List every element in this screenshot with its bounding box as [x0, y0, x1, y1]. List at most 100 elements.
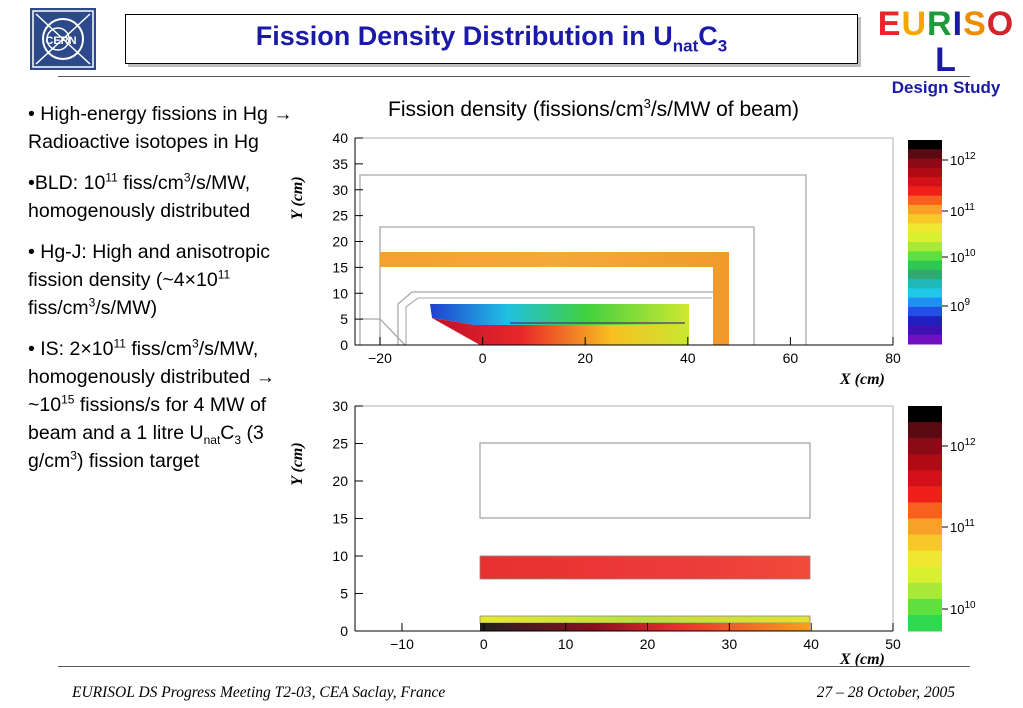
plot1-outer-shield	[359, 174, 807, 345]
eurisol-letter: E	[877, 5, 902, 43]
colorbar-cell	[908, 438, 942, 455]
eurisol-letter: R	[927, 5, 953, 43]
bullet-bld: •BLD: 1011 fiss/cm3/s/MW, homogenously d…	[28, 170, 251, 223]
y-tick-label: 40	[332, 130, 348, 146]
bullet-is: • IS: 2×1011 fiss/cm3/s/MW, homogenously…	[28, 336, 276, 473]
colorbar-cell	[908, 334, 942, 345]
plot1-colorbar	[908, 140, 942, 345]
colorbar-cell	[908, 288, 942, 299]
x-tick-label: 10	[558, 636, 574, 652]
colorbar-cell	[908, 614, 942, 632]
y-tick-label: 25	[332, 208, 348, 224]
x-tick-label: −20	[368, 350, 392, 366]
x-tick-label: 40	[680, 350, 696, 366]
colorbar-label: 1012	[950, 151, 976, 168]
bottom-divider	[58, 666, 970, 667]
colorbar-cell	[908, 325, 942, 336]
x-tick-label: 60	[783, 350, 799, 366]
eurisol-subtitle: Design Study	[891, 78, 1001, 97]
plot1-orange-region	[380, 252, 729, 345]
plot1-inlet-wall	[360, 318, 406, 346]
x-tick-label: 40	[803, 636, 819, 652]
fission-density-plot-bottom: −10 0 10 20 30 40 50 0 5 10 15 20 25 30 X (cm) Y (cm…	[289, 398, 976, 668]
x-tick-label: 20	[577, 350, 593, 366]
colorbar-cell	[908, 223, 942, 234]
y-tick-label: 10	[332, 285, 348, 301]
y-tick-label: 20	[332, 473, 348, 489]
y-tick-label: 0	[340, 337, 348, 353]
x-tick-label: 0	[480, 636, 488, 652]
colorbar-cell	[908, 214, 942, 224]
plot2-upper-box	[479, 442, 811, 519]
x-tick-label: 20	[640, 636, 656, 652]
plot2-mid-slab	[479, 555, 811, 580]
colorbar-cell	[908, 260, 942, 271]
colorbar-label: 1011	[950, 518, 975, 535]
colorbar-cell	[908, 422, 942, 439]
x-tick-label: 80	[885, 350, 901, 366]
y-tick-label: 5	[340, 586, 348, 602]
page-title: Fission Density Distribution in UnatC3	[255, 21, 728, 56]
plot1-target-low	[430, 304, 689, 325]
y-tick-label: 15	[332, 259, 348, 275]
plot2-thin-slab	[479, 615, 811, 624]
plot1-target-high	[432, 318, 689, 345]
eurisol-letter: I	[952, 5, 964, 43]
fission-density-plot-top: −20 0 20 40 60 80 0 5 10 15 20 25 30 35 40 X (cm) Y (…	[289, 130, 976, 388]
plot2-x-label: X (cm)	[839, 651, 885, 668]
colorbar-cell	[908, 406, 942, 423]
colorbar-cell	[908, 232, 942, 243]
eurisol-letter: S	[963, 5, 987, 43]
colorbar-cell	[908, 518, 942, 536]
colorbar-cell	[908, 204, 942, 215]
plot1-y-label: Y (cm)	[289, 176, 306, 219]
colorbar-cell	[908, 316, 942, 326]
colorbar-label: 1012	[950, 437, 976, 454]
colorbar-cell	[908, 582, 942, 600]
bullet-hg-j: • Hg-J: High and anisotropic fission den…	[28, 241, 271, 319]
y-tick-label: 30	[332, 398, 348, 414]
y-tick-label: 5	[340, 311, 348, 327]
colorbar-cell	[908, 306, 942, 317]
footer-meeting: EURISOL DS Progress Meeting T2-03, CEA S…	[72, 684, 446, 701]
top-divider	[58, 76, 970, 77]
colorbar-cell	[908, 242, 942, 252]
cern-logo-text: CERN	[45, 35, 76, 47]
colorbar-cell	[908, 158, 942, 169]
plot-caption: Fission density (fissions/cm3/s/MW of be…	[388, 96, 800, 121]
colorbar-label: 109	[950, 297, 970, 314]
y-tick-label: 15	[332, 511, 348, 527]
x-tick-label: 30	[722, 636, 738, 652]
colorbar-cell	[908, 598, 942, 616]
cern-logo: CERN	[30, 8, 96, 70]
x-tick-label: 50	[885, 636, 901, 652]
colorbar-label: 1010	[950, 248, 976, 265]
colorbar-cell	[908, 297, 942, 308]
eurisol-logo: EURISOL Design Study	[872, 5, 1020, 97]
eurisol-letter: O	[986, 5, 1015, 43]
colorbar-cell	[908, 486, 942, 503]
colorbar-cell	[908, 186, 942, 197]
y-tick-label: 0	[340, 623, 348, 639]
colorbar-cell	[908, 502, 942, 519]
colorbar-cell	[908, 177, 942, 187]
footer-date: 27 – 28 October, 2005	[816, 684, 955, 701]
colorbar-cell	[908, 454, 942, 471]
y-tick-label: 25	[332, 436, 348, 452]
colorbar-label: 1011	[950, 202, 975, 219]
plot2-bottom-slab	[480, 623, 810, 631]
eurisol-letter: L	[935, 41, 957, 79]
plot2-y-label: Y (cm)	[289, 442, 306, 485]
x-tick-label: 0	[479, 350, 487, 366]
y-tick-label: 35	[332, 156, 348, 172]
colorbar-cell	[908, 269, 942, 280]
colorbar-cell	[908, 534, 942, 552]
colorbar-cell	[908, 195, 942, 206]
plot1-vessel-inner	[405, 297, 712, 345]
colorbar-cell	[908, 140, 942, 150]
eurisol-letter: U	[901, 5, 928, 43]
bullet-list: • High-energy fissions in Hg → Radioacti…	[28, 100, 293, 488]
bullet-hg: • High-energy fissions in Hg → Radioacti…	[28, 103, 293, 153]
colorbar-cell	[908, 251, 942, 262]
y-tick-label: 20	[332, 234, 348, 250]
